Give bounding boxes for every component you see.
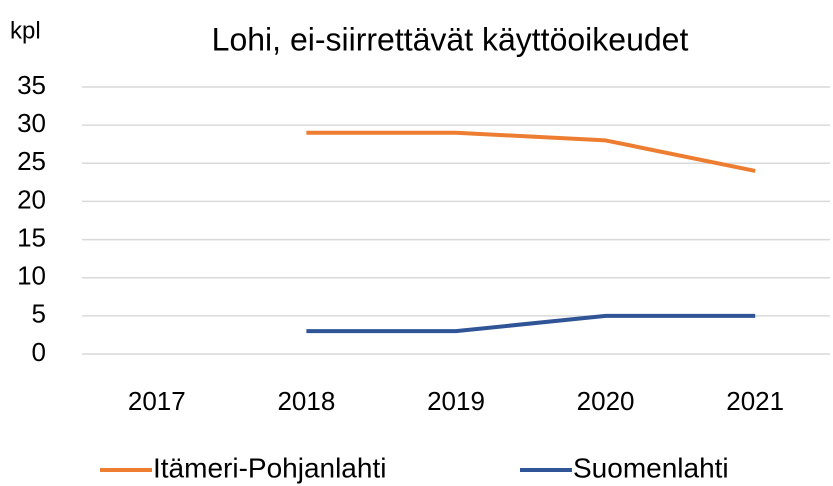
x-tick-label: 2018 (277, 386, 335, 416)
y-tick-label: 20 (17, 184, 46, 214)
legend-label: Suomenlahti (573, 452, 729, 483)
y-tick-label: 15 (17, 222, 46, 252)
y-tick-label: 30 (17, 108, 46, 138)
y-tick-label: 0 (32, 337, 46, 367)
y-tick-label: 25 (17, 146, 46, 176)
y-axis-label: kpl (10, 17, 41, 44)
x-tick-label: 2019 (427, 386, 485, 416)
y-tick-label: 10 (17, 261, 46, 291)
y-tick-label: 5 (32, 299, 46, 329)
series-line (306, 130, 756, 173)
x-tick-label: 2017 (128, 386, 186, 416)
series-line (306, 313, 756, 334)
legend-label: Itämeri-Pohjanlahti (153, 452, 386, 483)
x-tick-label: 2020 (577, 386, 635, 416)
x-tick-label: 2021 (726, 386, 784, 416)
chart-title: Lohi, ei-siirrettävät käyttöoikeudet (212, 21, 689, 57)
y-tick-label: 35 (17, 70, 46, 100)
